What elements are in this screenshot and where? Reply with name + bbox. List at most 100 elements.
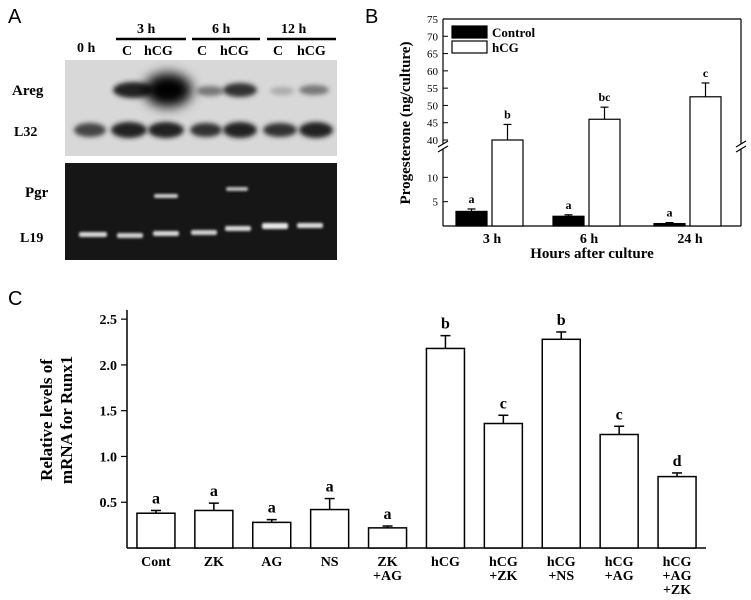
chart-c-xtick-label: +ZK (489, 569, 517, 584)
areg-band-12h-hcg (299, 85, 329, 95)
chart-c-sig-letter: a (384, 506, 392, 523)
chart-c-sig-letter: c (500, 395, 507, 412)
pcr-gel (65, 163, 337, 260)
chart-c-ytick-label: 1.0 (100, 450, 118, 465)
l19-band-0h (79, 232, 107, 237)
chart-c-sig-letter: a (268, 500, 276, 517)
chart-c-bar (136, 512, 176, 549)
chart-c-xtick-label: hCG (489, 555, 518, 570)
chart-c-bar (425, 347, 466, 549)
chart-b-ytick-label: 60 (427, 66, 439, 78)
l19-band-12h-hcg (297, 223, 323, 228)
chart-c-sig-letter: a (210, 483, 218, 500)
l32-band-6h-c (190, 123, 222, 137)
l19-band-6h-hcg (225, 226, 251, 231)
chart-c-bar (309, 508, 350, 549)
chart-c-xtick-label: ZK (204, 555, 224, 570)
chart-b-ylabel: Progesterone (ng/culture) (398, 42, 414, 205)
chart-c-bar (252, 521, 292, 549)
blot-row-areg: Areg (12, 83, 44, 99)
chart-b-sig-letter: a (469, 192, 475, 206)
chart-c-ytick-label: 1.5 (100, 405, 118, 420)
chart-b-ytick-label: 65 (427, 49, 439, 61)
l32-band-3h-c (111, 122, 147, 138)
lane-label-3h-c: C (122, 44, 132, 59)
l19-band-12h-c (262, 223, 288, 229)
chart-b-sig-letter: bc (599, 90, 612, 104)
chart-b-legend-label-hcg: hCG (492, 40, 519, 55)
lane-label-6h-c: C (197, 44, 207, 59)
gel-row-l19: L19 (20, 231, 43, 246)
l32-band-0h (74, 123, 106, 137)
chart-b-sig-letter: a (667, 206, 673, 220)
areg-band-6h-c (196, 86, 224, 96)
l32-band-6h-hcg (223, 122, 257, 138)
chart-b-ytick-label: 40 (427, 135, 439, 147)
chart-c-xtick-label: hCG (663, 555, 692, 570)
chart-c-sig-letter: b (441, 316, 450, 333)
chart-b-sig-letter: b (504, 107, 511, 121)
chart-b-ytick-label: 55 (427, 83, 439, 95)
chart-b-ytick-label: 45 (427, 118, 439, 130)
chart-b-ytick-label: 70 (427, 31, 439, 43)
chart-c-xtick-label: +NS (548, 569, 574, 584)
time-label-12h: 12 h (281, 22, 307, 37)
chart-c-xtick-label: NS (321, 555, 339, 570)
l32-band-3h-hcg (148, 122, 184, 138)
chart-b-bar-hcg (588, 118, 621, 227)
areg-band-6h-hcg (223, 83, 257, 97)
time-label-0h: 0 h (77, 41, 96, 56)
time-label-3h: 3 h (137, 22, 156, 37)
l19-band-3h-hcg (153, 231, 179, 236)
lane-label-3h-hcg: hCG (144, 44, 173, 59)
chart-c-bar (541, 338, 581, 549)
l32-band-12h-c (263, 123, 297, 137)
chart-c-sig-letter: b (557, 312, 566, 329)
time-label-6h: 6 h (212, 22, 231, 37)
chart-c-sig-letter: a (152, 490, 160, 507)
chart-b-ytick-label: 50 (427, 100, 439, 112)
areg-band-12h-c (270, 87, 294, 95)
panel-c-letter: C (8, 288, 23, 310)
chart-c-bar (599, 433, 639, 549)
chart-c-ytick-label: 0.5 (100, 496, 118, 511)
northern-blot (65, 60, 337, 156)
chart-c-xtick-label: +AG (663, 569, 692, 584)
chart-c-xtick-label: +ZK (663, 583, 691, 598)
pgr-band-6h-hcg (226, 187, 248, 191)
chart-b-sig-letter: c (703, 66, 709, 80)
l19-band-3h-c (117, 233, 143, 238)
chart-b-xtick-label: 3 h (483, 232, 502, 247)
gel-row-pgr: Pgr (25, 185, 49, 201)
chart-b-sig-letter: a (566, 198, 572, 212)
chart-c-ytick-label: 2.0 (100, 359, 118, 374)
chart-b-bar-hcg (689, 96, 722, 227)
chart-c-xtick-label: +AG (373, 569, 402, 584)
chart-b-ytick-label: 5 (433, 197, 439, 209)
lane-label-12h-hcg: hCG (297, 44, 326, 59)
chart-b-break-mark (437, 145, 449, 153)
chart-c-xtick-label: AG (261, 555, 282, 570)
l19-band-6h-c (191, 230, 217, 235)
chart-b-xlabel: Hours after culture (530, 246, 654, 262)
lane-label-6h-hcg: hCG (220, 44, 249, 59)
chart-c-xtick-label: hCG (547, 555, 576, 570)
chart-c-xtick-label: hCG (431, 555, 460, 570)
pgr-band-3h-hcg (154, 194, 178, 198)
lane-label-12h-c: C (273, 44, 283, 59)
l32-band-12h-hcg (299, 122, 333, 138)
chart-b-xtick-label: 24 h (677, 232, 703, 247)
chart-c-bar (194, 509, 234, 549)
chart-b-legend-swatch-control (451, 25, 488, 39)
areg-band-3h-c (113, 82, 153, 98)
chart-c-xtick-label: Cont (141, 555, 171, 570)
chart-b-legend-swatch-hcg (451, 40, 488, 54)
chart-c-bar (657, 475, 697, 549)
chart-b-xtick-label: 6 h (580, 232, 599, 247)
chart-c-ytick-label: 2.5 (100, 313, 118, 328)
chart-c-sig-letter: a (326, 479, 334, 496)
areg-band-3h-hcg (144, 73, 192, 107)
chart-c-ylabel-line: mRNA for Runx1 (57, 356, 76, 484)
